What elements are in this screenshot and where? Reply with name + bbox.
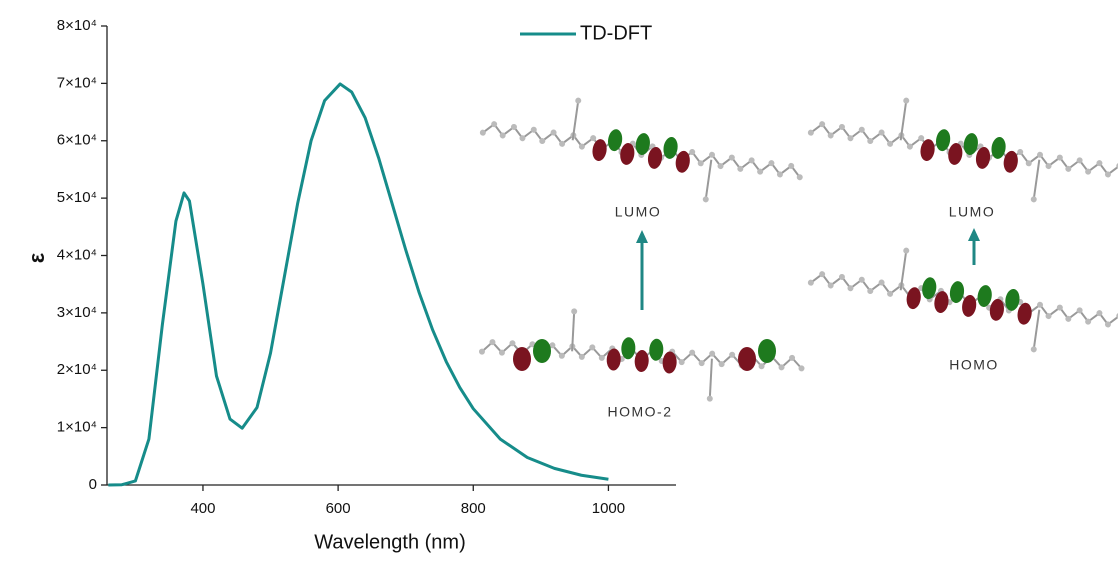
orbital-label: HOMO-2	[608, 404, 673, 420]
x-axis-label: Wavelength (nm)	[314, 531, 466, 553]
atom	[575, 97, 582, 104]
atom	[903, 247, 910, 254]
legend-label: TD-DFT	[580, 22, 652, 44]
bond	[811, 123, 1118, 177]
orbital-lobe	[634, 132, 651, 156]
line-series	[108, 84, 608, 485]
y-tick-label: 4×10⁴	[57, 246, 97, 263]
molecule	[803, 235, 1118, 366]
atom	[571, 308, 577, 314]
orbital-lobe	[933, 290, 950, 314]
chart: LUMO HOMO-2 LUMO HOMO Wavelength (nm) ε …	[0, 0, 1118, 557]
molecule-illustrations	[475, 85, 1118, 407]
arrowhead	[636, 230, 648, 243]
bond	[1034, 160, 1040, 200]
y-tick-label: 3×10⁴	[57, 304, 97, 321]
y-tick-label: 5×10⁴	[57, 189, 97, 206]
x-tick-label: 800	[461, 500, 486, 517]
arrowhead	[968, 228, 980, 241]
orbital-lobe	[935, 128, 952, 152]
atom	[702, 196, 709, 203]
y-tick-label: 7×10⁴	[57, 74, 97, 91]
y-axis-label: ε	[24, 252, 49, 263]
orbital-lobe	[533, 339, 551, 363]
orbital-label: HOMO	[949, 357, 999, 373]
y-tick-label: 6×10⁴	[57, 132, 97, 149]
molecule	[475, 85, 810, 216]
orbital-label: LUMO	[949, 204, 995, 220]
molecule	[803, 85, 1118, 216]
orbital-label: LUMO	[615, 204, 661, 220]
orbital-lobe	[962, 132, 979, 156]
orbital-lobe	[758, 339, 776, 363]
y-tick-label: 8×10⁴	[57, 17, 97, 34]
y-tick-label: 2×10⁴	[57, 361, 97, 378]
atom	[1030, 196, 1037, 203]
orbital-lobe	[976, 284, 993, 308]
x-tick-label: 1000	[592, 500, 625, 517]
x-tick-label: 600	[326, 500, 351, 517]
orbital-lobe	[607, 128, 624, 152]
bond	[710, 359, 712, 399]
orbital-lobe	[1016, 302, 1033, 326]
orbital-lobe	[621, 337, 636, 360]
orbital-lobe	[921, 276, 938, 300]
bond	[706, 160, 712, 200]
orbital-lobe	[649, 338, 664, 361]
orbital-lobe	[738, 347, 756, 371]
bond	[1034, 310, 1040, 350]
x-tick-label: 400	[190, 500, 215, 517]
orbital-lobe	[591, 138, 608, 162]
atom	[707, 395, 713, 401]
atom	[1030, 346, 1037, 353]
y-tick-label: 0	[89, 476, 97, 493]
atom	[903, 97, 910, 104]
orbital-lobe	[919, 138, 936, 162]
y-tick-label: 1×10⁴	[57, 419, 97, 436]
orbital-lobe	[513, 347, 531, 371]
